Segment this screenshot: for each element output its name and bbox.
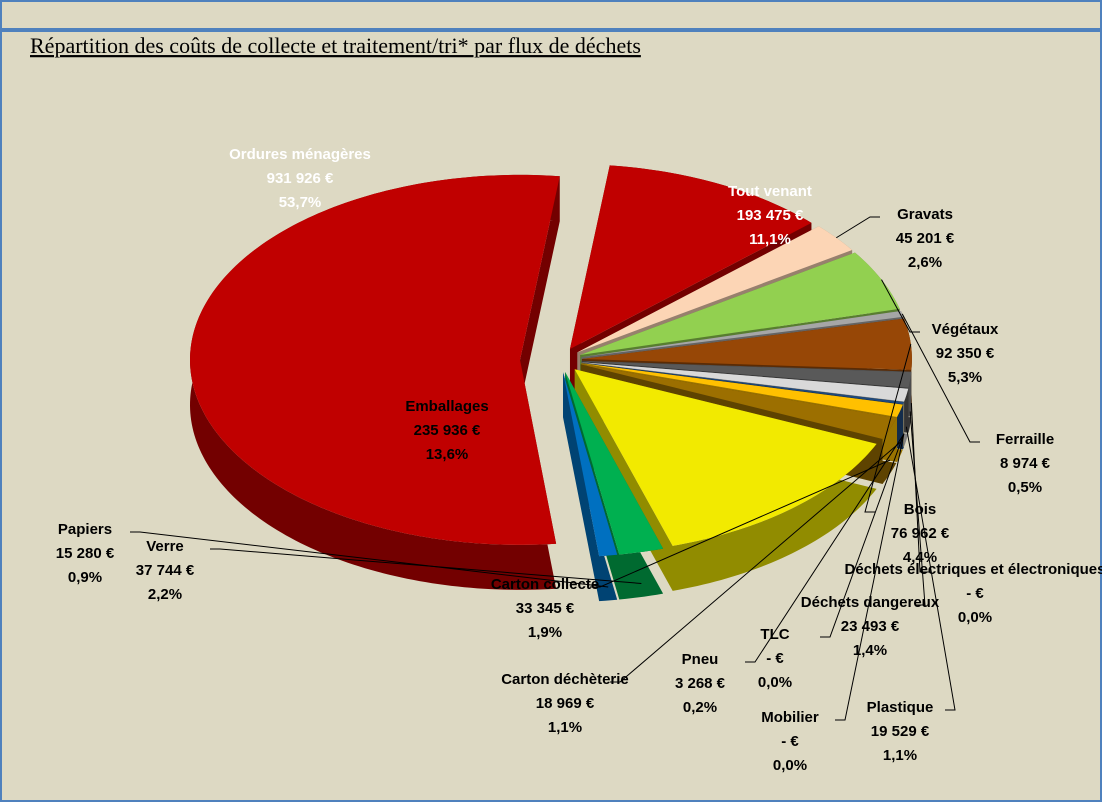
percentage-label: 11,1% <box>749 231 791 248</box>
slice <box>581 362 904 405</box>
value-label: - € <box>766 650 784 667</box>
slice-name: Gravats <box>897 206 953 223</box>
slice-name: Carton déchèterie <box>501 671 629 688</box>
leader-line <box>820 433 905 638</box>
value-label: 193 475 € <box>737 207 804 224</box>
slice <box>190 174 560 545</box>
value-label: - € <box>781 733 799 750</box>
value-label: 931 926 € <box>267 170 334 187</box>
value-label: 92 350 € <box>936 345 995 362</box>
slice-name: Tout venant <box>728 183 812 200</box>
value-label: 3 268 € <box>675 675 726 692</box>
slice <box>581 363 903 417</box>
slice-name: Déchets électriques et électroniques <box>845 561 1102 578</box>
percentage-label: 5,3% <box>948 369 982 386</box>
percentage-label: 0,0% <box>958 609 992 626</box>
leader-line <box>901 313 980 443</box>
percentage-label: 0,9% <box>68 569 102 586</box>
percentage-label: 0,2% <box>683 699 717 716</box>
value-label: 15 280 € <box>56 545 115 562</box>
slice-name: Plastique <box>867 699 934 716</box>
percentage-label: 1,4% <box>853 642 887 659</box>
slice <box>581 361 912 388</box>
leader-line <box>130 531 609 588</box>
slice <box>565 371 664 555</box>
leader-line <box>864 343 912 513</box>
value-label: 235 936 € <box>414 422 481 439</box>
slice <box>569 165 812 350</box>
slice <box>563 372 618 557</box>
value-label: 23 493 € <box>841 618 900 635</box>
slice <box>581 362 909 402</box>
slice-name: Ordures ménagères <box>229 146 371 163</box>
value-label: 45 201 € <box>896 230 955 247</box>
value-label: 76 962 € <box>891 525 950 542</box>
top-strip <box>0 0 1102 30</box>
percentage-label: 1,1% <box>883 747 917 764</box>
slice-name: Déchets dangereux <box>801 594 940 611</box>
slice <box>574 369 877 546</box>
leader-line <box>836 216 880 239</box>
percentage-label: 0,0% <box>773 757 807 774</box>
percentage-label: 0,0% <box>758 674 792 691</box>
value-label: 33 345 € <box>516 600 575 617</box>
slice-name: Emballages <box>405 398 488 415</box>
percentage-label: 0,5% <box>1008 479 1042 496</box>
percentage-label: 1,9% <box>528 624 562 641</box>
slice-name: Papiers <box>58 521 112 538</box>
value-label: 8 974 € <box>1000 455 1051 472</box>
leader-line <box>610 441 901 683</box>
slice <box>577 226 853 353</box>
leader-line <box>881 279 920 333</box>
value-label: 19 529 € <box>871 723 930 740</box>
percentage-label: 53,7% <box>279 194 322 211</box>
value-label: - € <box>966 585 984 602</box>
percentage-label: 2,6% <box>908 254 942 271</box>
leader-line <box>835 433 905 721</box>
slice <box>581 310 904 358</box>
value-label: 18 969 € <box>536 695 595 712</box>
slice-name: Mobilier <box>761 709 819 726</box>
percentage-label: 13,6% <box>426 446 469 463</box>
leader-line <box>745 434 904 663</box>
slice-name: Bois <box>904 501 937 518</box>
slice <box>580 252 900 355</box>
slice-name: Verre <box>146 538 184 555</box>
chart-title: Répartition des coûts de collecte et tra… <box>30 33 641 58</box>
percentage-label: 2,2% <box>148 586 182 603</box>
leader-line <box>905 426 956 711</box>
slice-name: Végétaux <box>932 321 999 338</box>
slice <box>581 318 912 370</box>
slice-name: Pneu <box>682 651 719 668</box>
slice-name: Carton collecte <box>491 576 599 593</box>
slice <box>580 364 897 439</box>
percentage-label: 1,1% <box>548 719 582 736</box>
slice-name: Ferraille <box>996 431 1054 448</box>
slice-name: TLC <box>760 626 789 643</box>
leader-line <box>210 548 642 584</box>
chart-area <box>0 30 1102 802</box>
value-label: 37 744 € <box>136 562 195 579</box>
leader-line <box>590 459 891 588</box>
